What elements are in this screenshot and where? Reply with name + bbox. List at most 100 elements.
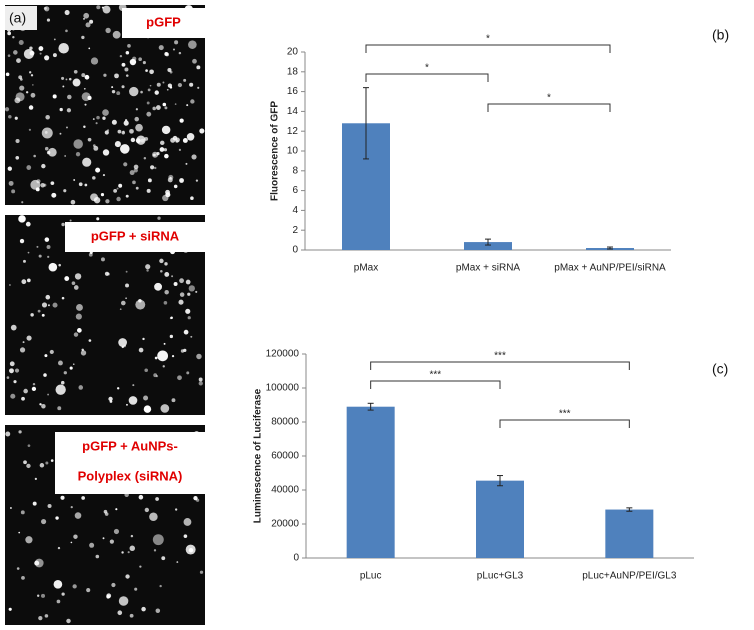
cell [143, 395, 149, 401]
cell [117, 129, 122, 134]
cell [32, 501, 37, 506]
cell [133, 164, 139, 170]
cell [44, 354, 48, 358]
cell [78, 385, 84, 390]
cell [96, 217, 100, 221]
cell [161, 556, 166, 561]
cell [8, 607, 12, 611]
y-tick-label: 2 [292, 225, 298, 236]
cell [159, 584, 162, 588]
cell [86, 588, 91, 593]
cell [183, 518, 192, 526]
cell [14, 116, 18, 120]
cell [4, 107, 10, 112]
significance-bracket [365, 73, 489, 82]
cell [153, 373, 158, 378]
cell [69, 366, 73, 370]
cell [58, 360, 63, 366]
cell [179, 292, 185, 297]
cell [23, 388, 28, 394]
cell [104, 130, 109, 135]
cell [36, 594, 40, 597]
cell [176, 561, 179, 563]
label-box [65, 222, 205, 252]
cell [154, 90, 159, 95]
cell [138, 347, 144, 353]
y-tick-label: 100000 [266, 383, 300, 394]
cell [123, 120, 129, 126]
cell [173, 281, 178, 286]
bar [476, 480, 524, 558]
cell [76, 304, 83, 311]
cell [147, 88, 151, 92]
cell [33, 154, 36, 158]
cell [84, 103, 87, 106]
cell [197, 86, 200, 89]
cell [47, 147, 57, 157]
cell [15, 155, 20, 160]
cell [6, 376, 10, 379]
cell [89, 542, 95, 548]
cell [122, 130, 125, 133]
cell [146, 101, 150, 105]
cell [9, 284, 11, 286]
cell [196, 65, 201, 70]
cell [19, 85, 25, 91]
cell [177, 375, 182, 381]
cell [75, 152, 81, 157]
cell [187, 316, 191, 320]
cell [22, 341, 25, 344]
cell [123, 344, 126, 348]
significance-bracket [365, 44, 611, 53]
label-box [122, 8, 205, 38]
cell [66, 126, 68, 129]
cell [59, 107, 63, 112]
cell [71, 281, 76, 286]
cell [95, 122, 98, 125]
cell [116, 91, 121, 96]
cell [82, 157, 92, 167]
cell [108, 396, 113, 402]
significance-label: *** [494, 351, 506, 362]
cell [88, 47, 91, 50]
cell [27, 444, 31, 448]
cell [156, 82, 161, 87]
cell [38, 616, 43, 621]
y-tick-label: 20 [287, 47, 299, 58]
cell [125, 194, 129, 198]
label-box [5, 6, 37, 30]
cell [199, 128, 205, 134]
cell [191, 154, 197, 160]
cell [102, 116, 106, 120]
cell [154, 282, 163, 291]
cell [179, 178, 184, 183]
cell [145, 264, 151, 270]
cell [40, 182, 45, 188]
cell [80, 350, 87, 356]
cell [25, 91, 29, 94]
cell [167, 177, 173, 183]
cell [102, 537, 105, 540]
cell [67, 94, 72, 100]
cell [106, 593, 112, 599]
cell [125, 74, 129, 77]
cell [135, 123, 143, 132]
cell [160, 140, 165, 146]
cell [158, 45, 164, 51]
cell [64, 155, 66, 157]
cell [34, 560, 40, 566]
cell [135, 299, 146, 310]
cell [92, 118, 95, 120]
cell [139, 565, 142, 568]
cell [179, 118, 184, 123]
cell [89, 19, 94, 24]
cell [25, 536, 33, 544]
y-tick-label: 10 [287, 146, 299, 157]
cell [96, 5, 101, 10]
cell [18, 75, 23, 80]
cell [102, 174, 106, 177]
cell [163, 301, 168, 305]
cell [83, 87, 86, 90]
cell [45, 114, 50, 120]
cell [74, 273, 82, 280]
